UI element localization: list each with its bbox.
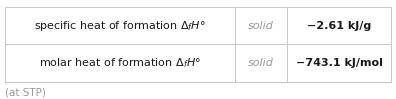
Text: solid: solid	[248, 21, 274, 31]
Text: −743.1 kJ/mol: −743.1 kJ/mol	[296, 58, 383, 68]
Text: (at STP): (at STP)	[5, 87, 46, 97]
Text: specific heat of formation $\Delta_f H°$: specific heat of formation $\Delta_f H°$	[34, 19, 206, 33]
Text: solid: solid	[248, 58, 274, 68]
Text: −2.61 kJ/g: −2.61 kJ/g	[307, 21, 371, 31]
Text: molar heat of formation $\Delta_f H°$: molar heat of formation $\Delta_f H°$	[39, 56, 201, 70]
